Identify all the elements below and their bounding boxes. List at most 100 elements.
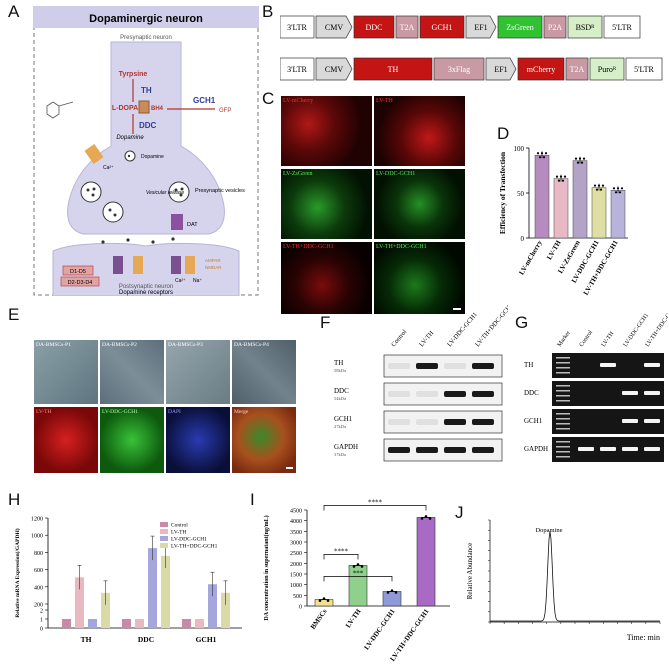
bar [101,592,110,628]
panel-label-f: F [320,313,331,332]
blot-strip [383,354,503,378]
marker-band [556,423,570,425]
panel-e-image-grid: DA-BMSCs-P1 DA-BMSCs-P2 DA-BMSCs-P3 DA-B… [34,340,296,473]
ca-label: Ca²⁺ [103,165,114,171]
y-tick-label: 200 [34,603,43,609]
y-tick-label: 3500 [290,530,302,536]
y-tick-label: 800 [34,551,43,557]
protein-label: GCH1 [334,415,353,423]
micrograph-label: DAPI [168,409,181,415]
gene-label: GCH1 [524,417,543,425]
panel-a-title-bar [33,6,259,28]
legend-label: Control [171,523,188,529]
panel-label-a: A [8,2,20,21]
construct-segment [543,15,567,39]
x-tick-label: LV-mCherry [518,239,544,277]
significance-marker: **** [334,547,349,555]
lane-label: Control [579,329,595,348]
micrograph-p4: DA-BMSCs-P4 [232,340,296,404]
construct-segment-label: EF1 [474,23,487,32]
x-tick-label: BMSCs [309,607,329,631]
blot-band [388,447,410,453]
micrograph-label: LV-ZsGreen [283,171,313,177]
dat-transporter-icon [171,214,183,230]
x-axis-label: Time: min [627,633,660,642]
dopamine-label-2: Dopamine [141,154,164,160]
x-tick-label: LV-TH [545,239,563,262]
blot-band [472,419,494,425]
lane-label: Control [390,328,408,348]
bar [221,592,230,628]
bar [88,619,97,628]
nmdar-label: NMDAR [205,265,222,270]
panel-i-da-concentration-chart: 0 500 1000 1500 2000 2500 3000 3500 4000 4500 DA c… [263,498,450,663]
y-axis-label: Relative Abundance [466,543,474,600]
micrograph-ddc-green: LV-DDC-GCH1 [100,407,164,473]
micrograph-label: LV-DDC-GCH1 [102,409,138,415]
protein-label: TH [334,359,343,367]
construct-segment [603,15,641,39]
gene-label: GAPDH [524,445,548,453]
blot-strip [383,410,503,434]
legend-swatch [160,522,168,527]
promoter-arrow [315,15,353,39]
marker-band [556,362,570,364]
presynaptic-label: Presynaptic neuron [120,35,172,41]
blot-band [444,363,466,369]
micrograph-label: LV-TH [376,98,393,104]
protein-label: DDC [334,387,349,395]
panel-label-e: E [8,305,20,324]
significance-marker: *** [353,569,364,577]
ampar-label: AMPAR [205,258,221,263]
construct-segment-label: BSDᴿ [576,23,596,32]
y-tick-label: 50 [517,190,525,198]
dopamine-receptors-label: Dopamine receptors [119,290,173,296]
construct-segment [589,57,625,81]
construct-segment-label: mCherry [527,65,555,74]
micrograph-lv-th: LV-TH [374,96,465,166]
presynaptic-vesicles-label: Presynaptic vesicles [195,188,245,194]
th-enzyme-label: TH [141,86,152,95]
bar [148,548,157,628]
construct-segment-label: GCH1 [432,23,453,32]
blot-band [444,419,466,425]
panel-d-transfection-chart: 0 50 100 Efficiency of Transfection LV-mCher… [498,145,628,297]
receptor-channel-icon [133,256,143,274]
dat-label: DAT [187,222,198,228]
construct-segment-label: 3'LTR [287,23,307,32]
y-tick-label: 1000 [31,534,43,540]
panel-f-western-blot: Control LV-TH LV-DDC-GCH1LV-TH+DDC-GCH1TH5… [334,305,508,462]
construct-segment-label: T2A [400,23,415,32]
y-tick-label: 600 [34,568,43,574]
micrograph-lv-ddc-gch1: LV-DDC-GCH1 [374,169,465,239]
construct-segment [625,57,663,81]
x-tick-label: LV-TH+DDC-GCH1 [389,607,431,663]
dopamine-structure-icon [46,101,60,119]
bar [195,619,204,628]
micrograph-lv-zsgreen: LV-ZsGreen [281,169,372,239]
panel-label-g: G [515,313,529,332]
gel-band [622,419,638,423]
gel-band [600,447,616,451]
blot-strip [383,438,503,462]
construct-segment [419,15,465,39]
y-axis-label: DA concentration in supernatant(ng/mL) [263,515,270,620]
blot-band [416,419,438,425]
construct-segment-label: T2A [570,65,585,74]
lane-label: Marker [557,330,572,348]
marker-band [556,418,570,420]
chromatogram-trace [490,530,660,622]
y-tick-label: 3000 [290,541,302,547]
blot-band [388,391,410,397]
y-tick-label: 100 [514,145,525,153]
significance-marker: **** [368,498,383,506]
bar [314,599,334,607]
dopamine-label: Dopamine [116,135,144,141]
marker-band [556,441,570,443]
peak-label: Dopamine [535,527,562,534]
micrograph-merge: Merge [232,407,296,473]
construct-segment-label: EF1 [494,65,507,74]
panel-label-j: J [455,503,464,522]
y-tick-label: 2 [40,609,43,615]
d2d3d4-box [60,276,100,287]
